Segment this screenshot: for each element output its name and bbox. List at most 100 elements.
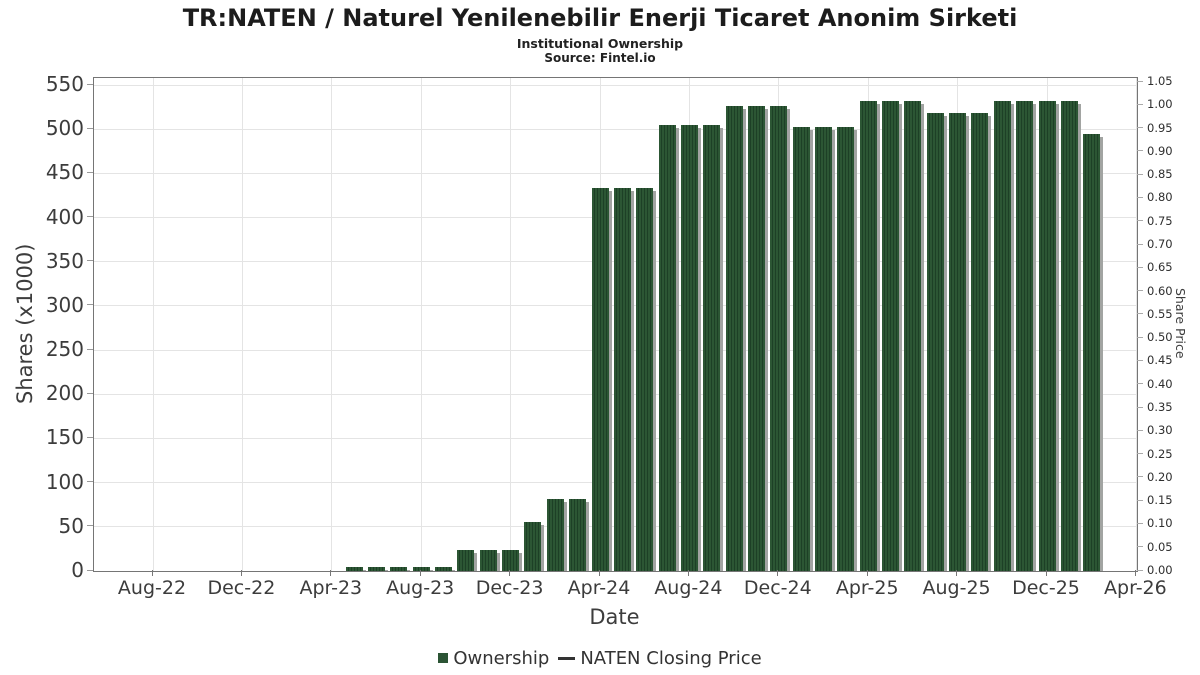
legend: Ownership NATEN Closing Price bbox=[0, 645, 1200, 671]
shares-axis-tick bbox=[87, 260, 93, 262]
shares-axis-tick-label: 150 bbox=[45, 425, 84, 450]
date-axis-tick bbox=[151, 570, 153, 576]
date-axis-tick-label: Apr-23 bbox=[299, 577, 363, 599]
closing-price-line-icon bbox=[558, 656, 576, 660]
date-axis-tick-label: Dec-22 bbox=[207, 577, 276, 599]
ownership-bar-Jan-24[interactable] bbox=[524, 522, 542, 571]
ownership-bar-May-24[interactable] bbox=[613, 187, 631, 571]
ownership-bar-Jan-26[interactable] bbox=[1060, 100, 1078, 571]
ownership-bar-Dec-24[interactable] bbox=[770, 106, 788, 571]
ownership-bar-Jun-24[interactable] bbox=[636, 187, 654, 571]
legend-label-ownership: Ownership bbox=[453, 647, 550, 669]
ownership-bar-Jul-25[interactable] bbox=[926, 113, 944, 571]
price-axis-tick-label: 0.20 bbox=[1147, 469, 1173, 484]
price-axis-tick-label: 0.05 bbox=[1147, 539, 1173, 554]
shares-axis-tick bbox=[87, 436, 93, 438]
x-axis-title-date: Date bbox=[589, 605, 640, 629]
price-axis-tick bbox=[1137, 359, 1143, 361]
legend-item-closing-price[interactable]: NATEN Closing Price bbox=[558, 648, 762, 669]
date-axis-tick bbox=[956, 570, 958, 576]
date-axis-tick bbox=[1045, 570, 1047, 576]
shares-axis-tick bbox=[87, 569, 93, 571]
legend-item-ownership[interactable]: Ownership bbox=[438, 648, 549, 669]
ownership-bar-Feb-26[interactable] bbox=[1083, 133, 1101, 571]
ownership-bar-Oct-25[interactable] bbox=[993, 100, 1011, 571]
ownership-bar-May-25[interactable] bbox=[882, 100, 900, 571]
ownership-bar-Oct-24[interactable] bbox=[725, 106, 743, 571]
y-axis-title-shares: Shares (x1000) bbox=[13, 243, 37, 404]
date-axis-tick-label: Dec-25 bbox=[1012, 577, 1080, 599]
price-axis-tick bbox=[1137, 522, 1143, 524]
horizontal-gridline bbox=[94, 84, 1137, 86]
ownership-bar-Oct-23[interactable] bbox=[457, 549, 475, 571]
price-axis-tick-label: 0.25 bbox=[1147, 446, 1173, 461]
shares-axis-tick bbox=[87, 171, 93, 173]
ownership-bar-Apr-25[interactable] bbox=[859, 100, 877, 571]
price-axis-tick-label: 0.50 bbox=[1147, 330, 1173, 345]
vertical-gridline bbox=[331, 78, 333, 571]
price-axis-tick-label: 0.65 bbox=[1147, 260, 1173, 275]
shares-axis-tick bbox=[87, 304, 93, 306]
date-axis-tick bbox=[598, 570, 600, 576]
date-axis-tick-label: Aug-23 bbox=[386, 577, 455, 599]
ownership-bar-Aug-25[interactable] bbox=[949, 113, 967, 571]
ownership-bar-Feb-25[interactable] bbox=[815, 126, 832, 571]
price-axis-tick bbox=[1137, 80, 1143, 82]
price-axis-tick-label: 0.40 bbox=[1147, 376, 1173, 391]
price-axis-tick bbox=[1137, 453, 1143, 455]
ownership-square-icon bbox=[438, 653, 449, 663]
price-axis-tick bbox=[1137, 383, 1143, 385]
ownership-bar-Jan-25[interactable] bbox=[792, 127, 810, 571]
price-axis-tick-label: 0.80 bbox=[1147, 190, 1173, 205]
price-axis-tick-label: 1.05 bbox=[1147, 74, 1173, 88]
ownership-bar-Nov-23[interactable] bbox=[479, 549, 497, 571]
price-axis-tick-label: 0.00 bbox=[1147, 563, 1173, 577]
ownership-bar-Sep-23[interactable] bbox=[435, 566, 453, 571]
ownership-bar-Dec-25[interactable] bbox=[1038, 100, 1056, 571]
price-axis-tick bbox=[1137, 173, 1143, 175]
ownership-bar-Jun-25[interactable] bbox=[904, 100, 922, 571]
date-axis-tick bbox=[777, 570, 779, 576]
date-axis-tick-label: Dec-24 bbox=[743, 577, 812, 599]
ownership-bar-Mar-25[interactable] bbox=[837, 126, 855, 571]
price-axis-tick bbox=[1137, 336, 1143, 338]
date-axis-tick bbox=[330, 570, 332, 576]
ownership-bar-Sep-25[interactable] bbox=[971, 113, 989, 571]
chart-source: Source: Fintel.io bbox=[544, 51, 656, 65]
shares-axis-tick-label: 0 bbox=[71, 558, 84, 582]
date-axis-tick bbox=[866, 570, 868, 576]
vertical-gridline bbox=[510, 78, 512, 571]
shares-axis-tick-label: 500 bbox=[45, 116, 84, 141]
ownership-bar-Aug-23[interactable] bbox=[412, 566, 430, 571]
shares-axis-tick bbox=[87, 127, 93, 129]
date-axis-tick-label: Apr-26 bbox=[1104, 577, 1167, 599]
ownership-bar-Jul-23[interactable] bbox=[390, 566, 408, 571]
ownership-bar-Mar-24[interactable] bbox=[569, 498, 587, 571]
price-axis-tick-label: 0.60 bbox=[1147, 283, 1173, 298]
ownership-bar-Sep-24[interactable] bbox=[703, 124, 721, 571]
price-axis-tick bbox=[1137, 499, 1143, 501]
vertical-gridline bbox=[420, 78, 422, 571]
price-axis-tick bbox=[1137, 103, 1143, 105]
price-axis-tick-label: 0.85 bbox=[1147, 167, 1173, 182]
price-axis-tick-label: 0.10 bbox=[1147, 516, 1173, 531]
price-axis-tick bbox=[1137, 569, 1143, 571]
ownership-bar-May-23[interactable] bbox=[345, 566, 363, 571]
price-axis-tick-label: 0.30 bbox=[1147, 423, 1173, 438]
shares-axis-tick bbox=[87, 83, 93, 85]
price-axis-tick bbox=[1137, 313, 1143, 315]
ownership-bar-Jun-23[interactable] bbox=[368, 566, 385, 571]
ownership-bar-Aug-24[interactable] bbox=[680, 124, 698, 571]
ownership-bar-Nov-25[interactable] bbox=[1016, 100, 1034, 571]
shares-axis-tick-label: 250 bbox=[45, 337, 84, 362]
ownership-bar-Nov-24[interactable] bbox=[747, 106, 765, 571]
ownership-bar-Apr-24[interactable] bbox=[591, 187, 609, 571]
price-axis-tick-label: 0.15 bbox=[1147, 493, 1173, 508]
date-axis-tick bbox=[687, 570, 689, 576]
price-axis-tick-label: 0.75 bbox=[1147, 213, 1173, 228]
y-axis-title-share-price: Share Price bbox=[1173, 288, 1188, 359]
ownership-bar-Feb-24[interactable] bbox=[546, 498, 564, 571]
ownership-bar-Jul-24[interactable] bbox=[658, 124, 676, 571]
ownership-bar-Dec-23[interactable] bbox=[502, 549, 520, 571]
